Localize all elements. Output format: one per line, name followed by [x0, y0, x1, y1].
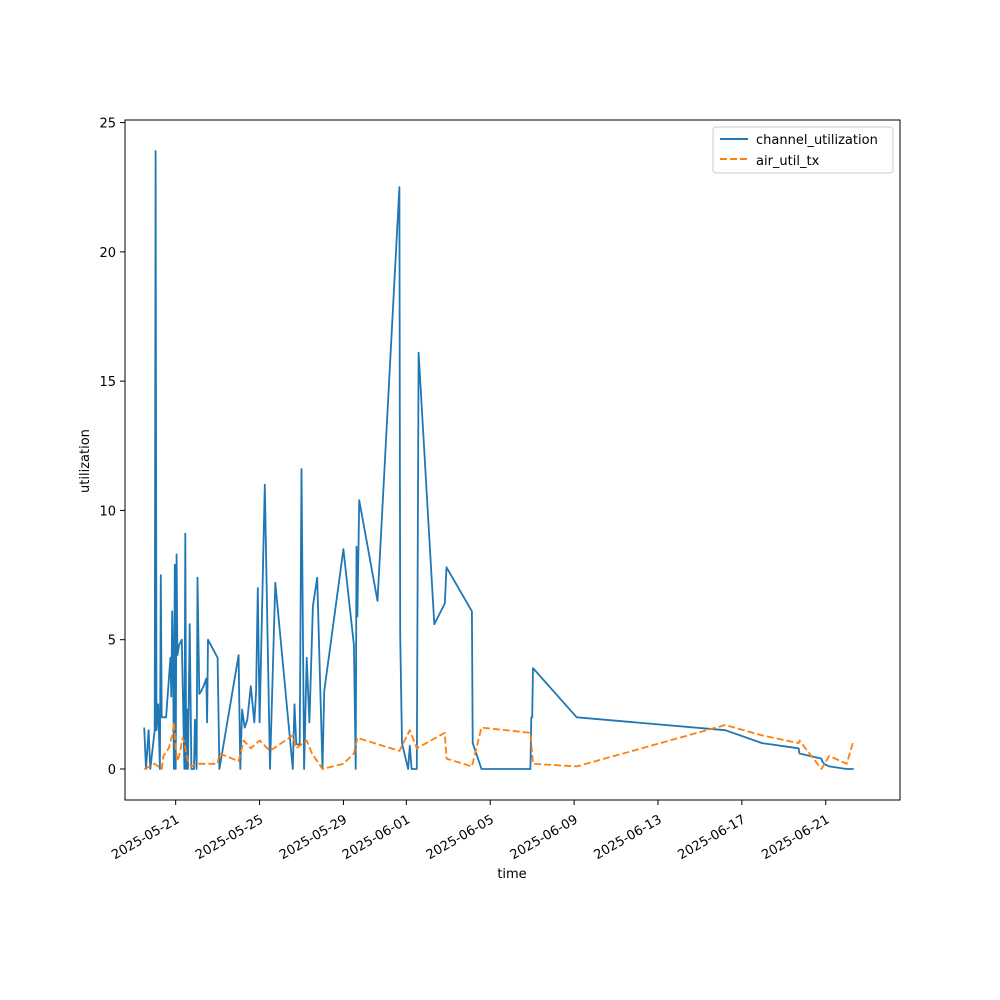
legend-label-air-util-tx: air_util_tx — [756, 154, 820, 169]
series-layer — [143, 150, 855, 770]
y-tick-label: 15 — [99, 375, 116, 390]
plot-area-frame — [124, 119, 901, 801]
y-tick-label: 10 — [99, 504, 116, 519]
y-tick-label: 5 — [108, 634, 116, 649]
y-axis-ticks: 0 5 10 15 20 25 — [99, 117, 125, 778]
legend-label-channel-utilization: channel_utilization — [756, 133, 878, 148]
x-axis-label: time — [497, 867, 526, 882]
plot-area-background — [125, 120, 900, 800]
y-tick-label: 20 — [99, 246, 116, 261]
legend: channel_utilization air_util_tx — [712, 126, 894, 174]
series-line-channel-utilization — [143, 150, 854, 770]
series-line-air-util-tx — [143, 721, 855, 770]
y-tick-label: 25 — [99, 117, 116, 132]
legend-box — [712, 126, 894, 174]
y-axis-label: utilization — [78, 429, 93, 493]
y-tick-label: 0 — [108, 763, 116, 778]
